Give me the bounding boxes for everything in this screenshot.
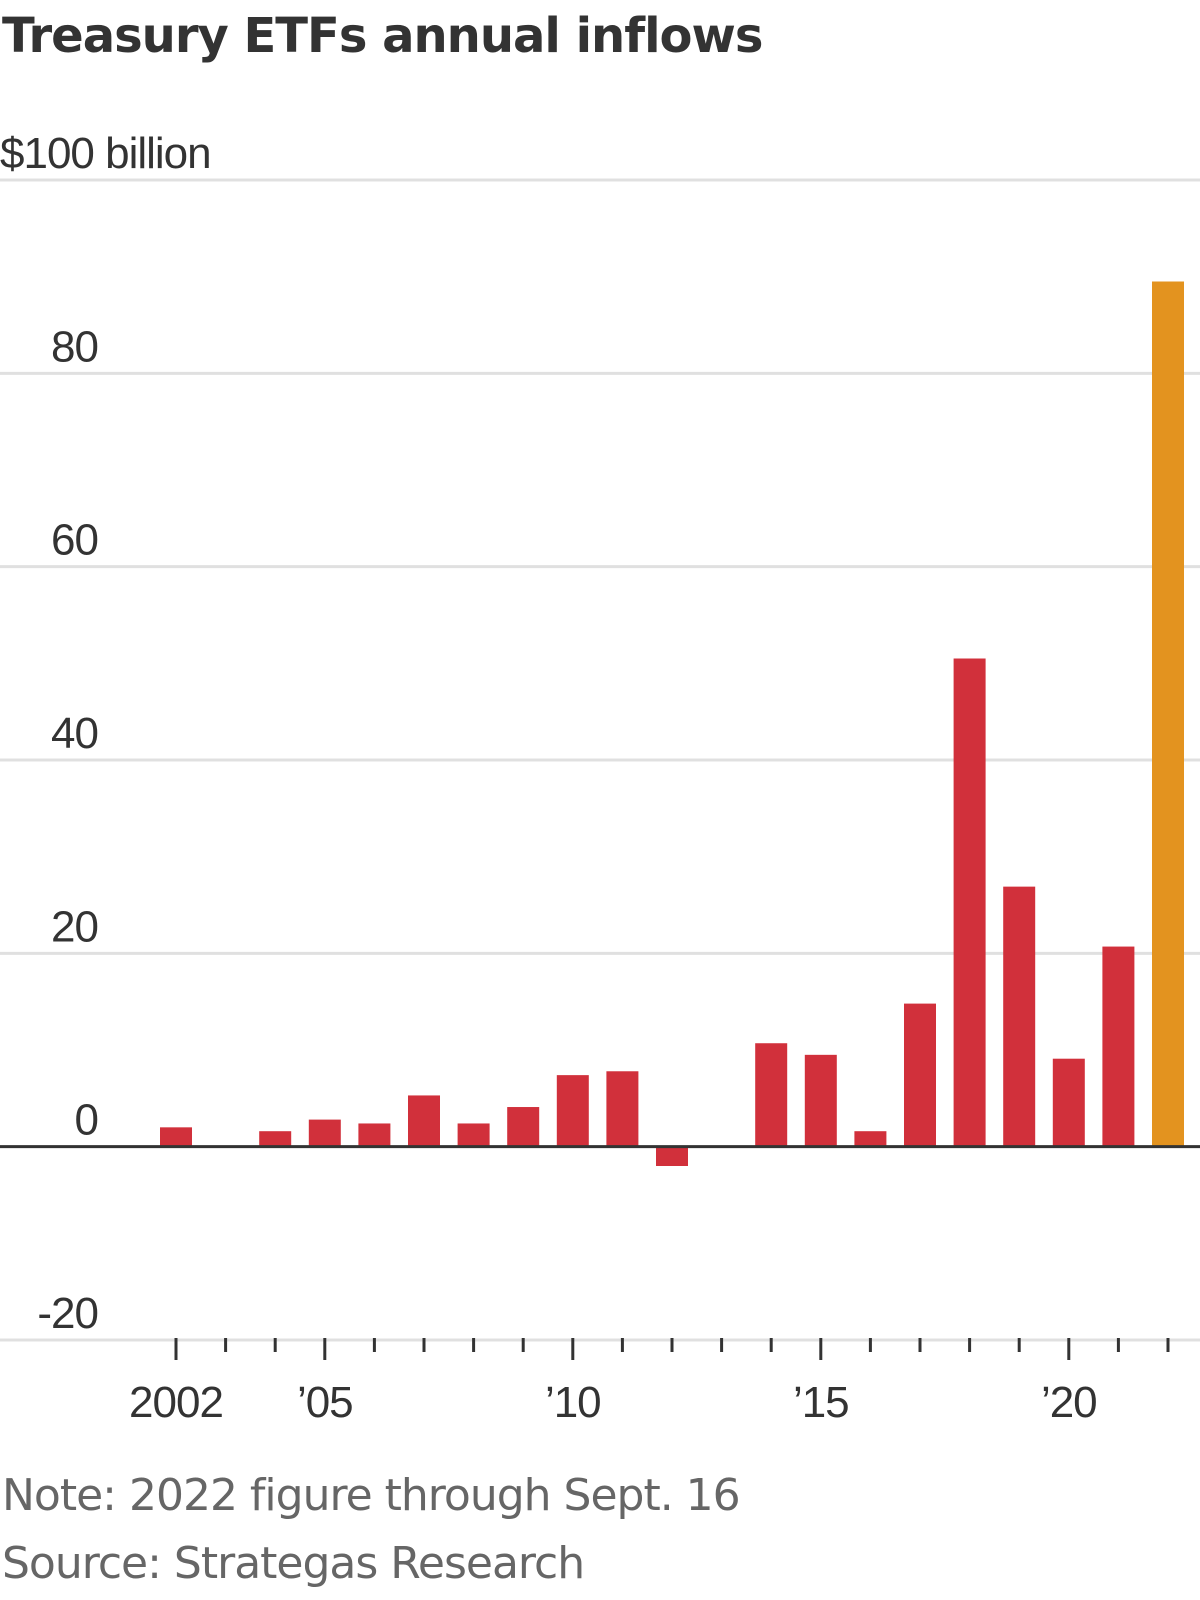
bar-2005 bbox=[308, 1119, 341, 1147]
grid-layer bbox=[0, 178, 1200, 1342]
chart-title: Treasury ETFs annual inflows bbox=[2, 8, 763, 64]
bar-chart: -20 0 20 40 60 80 $100 billion 2002 ’05 ’10 ’15 ’20 bbox=[0, 129, 1200, 1420]
bar-layer bbox=[160, 281, 1184, 1166]
bar-2015 bbox=[804, 1054, 837, 1147]
x-tick-label: ’10 bbox=[545, 1378, 601, 1420]
bar-2004 bbox=[259, 1131, 292, 1147]
x-tick-label: ’15 bbox=[793, 1378, 849, 1420]
bar-2022 bbox=[1152, 281, 1184, 1147]
axis-layer bbox=[0, 1145, 1200, 1360]
bar-2012 bbox=[656, 1146, 688, 1166]
y-tick-label: 60 bbox=[51, 516, 98, 565]
bar-2011 bbox=[606, 1071, 639, 1147]
label-layer: -20 0 20 40 60 80 $100 billion 2002 ’05 ’10 ’15 ’20 bbox=[0, 129, 1098, 1420]
bar-2017 bbox=[904, 1003, 936, 1147]
bar-2010 bbox=[556, 1075, 589, 1147]
bar-2008 bbox=[457, 1123, 490, 1147]
x-tick-label: ’20 bbox=[1041, 1378, 1097, 1420]
y-tick-label: -20 bbox=[37, 1289, 98, 1338]
bar-2018 bbox=[953, 658, 986, 1147]
bar-2021 bbox=[1102, 946, 1135, 1147]
chart-source: Source: Strategas Research bbox=[2, 1538, 585, 1589]
bar-2009 bbox=[507, 1107, 540, 1147]
bar-2002 bbox=[160, 1127, 192, 1147]
y-tick-label: 20 bbox=[51, 902, 98, 951]
y-tick-label: 0 bbox=[75, 1096, 98, 1145]
chart-note: Note: 2022 figure through Sept. 16 bbox=[2, 1470, 741, 1521]
bar-2020 bbox=[1052, 1058, 1085, 1147]
bar-2019 bbox=[1003, 886, 1036, 1147]
x-tick-label: ’05 bbox=[297, 1378, 353, 1420]
bar-2006 bbox=[358, 1123, 391, 1147]
bar-2014 bbox=[755, 1043, 788, 1147]
y-tick-label: $100 billion bbox=[0, 129, 211, 178]
bar-2016 bbox=[854, 1131, 887, 1147]
y-tick-label: 40 bbox=[51, 709, 98, 758]
x-tick-label: 2002 bbox=[129, 1378, 223, 1420]
bar-2007 bbox=[408, 1095, 440, 1147]
y-tick-label: 80 bbox=[51, 322, 98, 371]
